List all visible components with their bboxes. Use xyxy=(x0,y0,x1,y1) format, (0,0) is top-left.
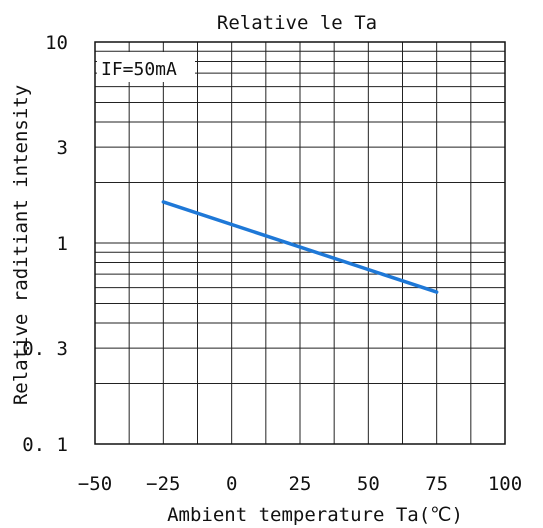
y-tick-label: 0. 3 xyxy=(22,338,68,360)
x-tick-label: 50 xyxy=(357,473,380,495)
x-tick-label: −25 xyxy=(146,473,180,495)
grid xyxy=(94,41,506,445)
y-tick-label: 3 xyxy=(57,137,68,159)
annotation-box xyxy=(97,52,195,82)
x-tick-label: 0 xyxy=(226,473,237,495)
x-tick-label: 75 xyxy=(425,473,448,495)
y-tick-label: 10 xyxy=(45,32,68,54)
x-tick-label: 25 xyxy=(289,473,312,495)
labels-layer: −50 −25 0 25 50 75 100 0. 1 0. 3 1 3 10 xyxy=(22,32,522,495)
x-tick-label: 100 xyxy=(488,473,522,495)
x-axis-label: Ambient temperature Ta(℃) xyxy=(167,504,463,526)
series-layer xyxy=(161,200,439,294)
y-tick-label: 0. 1 xyxy=(22,434,68,456)
plot-frame xyxy=(94,41,506,445)
chart-title: Relative le Ta xyxy=(217,12,377,34)
series-line xyxy=(161,200,439,294)
annotation-label: IF=50mA xyxy=(101,59,177,80)
x-tick-label: −50 xyxy=(78,473,112,495)
y-axis-label: Relative raditiant intensity xyxy=(10,85,32,405)
y-tick-label: 1 xyxy=(57,233,68,255)
